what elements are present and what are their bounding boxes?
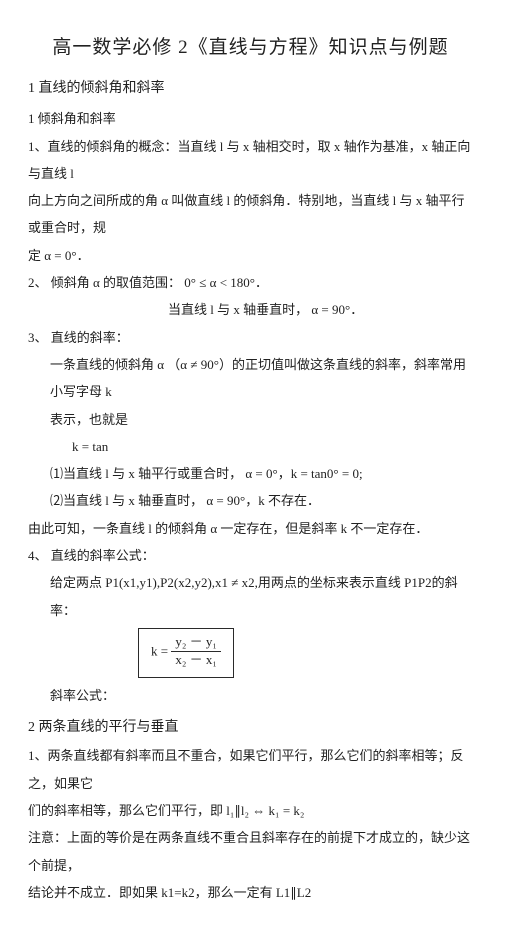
slope-formula-box: k = y₂ － y₁ x₂ － x₁ [138, 628, 234, 678]
body-text: 一条直线的倾斜角 α （α ≠ 90°）的正切值叫做这条直线的斜率，斜率常用小写… [28, 351, 473, 406]
fraction: y₂ － y₁ x₂ － x₁ [171, 634, 221, 669]
body-text: 表示，也就是 [28, 406, 473, 433]
section-1-heading: 1 直线的倾斜角和斜率 [28, 74, 473, 103]
numerator: y₂ － y₁ [171, 634, 221, 652]
denominator: x₂ － x₁ [171, 652, 221, 669]
body-text: 注意：上面的等价是在两条直线不重合且斜率存在的前提下才成立的，缺少这个前提， [28, 824, 473, 879]
body-text: 2、 倾斜角 α 的取值范围： 0° ≤ α < 180°． [28, 269, 473, 296]
page-title: 高一数学必修 2《直线与方程》知识点与例题 [28, 28, 473, 68]
body-text: 结论并不成立．即如果 k1=k2，那么一定有 L1∥L2 [28, 879, 473, 906]
body-text: 1、直线的倾斜角的概念：当直线 l 与 x 轴相交时，取 x 轴作为基准，x 轴… [28, 133, 473, 188]
body-text: 4、 直线的斜率公式： [28, 542, 473, 569]
formula-k: k = [151, 644, 168, 659]
section-2-heading: 2 两条直线的平行与垂直 [28, 713, 473, 742]
body-text: 给定两点 P1(x1,y1),P2(x2,y2),x1 ≠ x2,用两点的坐标来… [28, 569, 473, 624]
body-text: 当直线 l 与 x 轴垂直时， α = 90°． [28, 296, 473, 323]
body-text: 由此可知，一条直线 l 的倾斜角 α 一定存在，但是斜率 k 不一定存在． [28, 515, 473, 542]
body-text: ⑵当直线 l 与 x 轴垂直时， α = 90°，k 不存在． [28, 487, 473, 514]
body-text: ⑴当直线 l 与 x 轴平行或重合时， α = 0°，k = tan0° = 0… [28, 460, 473, 487]
body-text: 1、两条直线都有斜率而且不重合，如果它们平行，那么它们的斜率相等；反之，如果它 [28, 742, 473, 797]
body-text: 定 α = 0°． [28, 242, 473, 269]
formula-text: k = tan [28, 433, 473, 460]
subsection-heading: 1 倾斜角和斜率 [28, 105, 473, 132]
body-text: 斜率公式： [28, 682, 473, 709]
body-text: 向上方向之间所成的角 α 叫做直线 l 的倾斜角．特别地，当直线 l 与 x 轴… [28, 187, 473, 242]
body-text: 3、 直线的斜率： [28, 324, 473, 351]
body-text: 们的斜率相等，那么它们平行，即 l₁∥l₂ ⇔ k₁ = k₂ [28, 797, 473, 824]
